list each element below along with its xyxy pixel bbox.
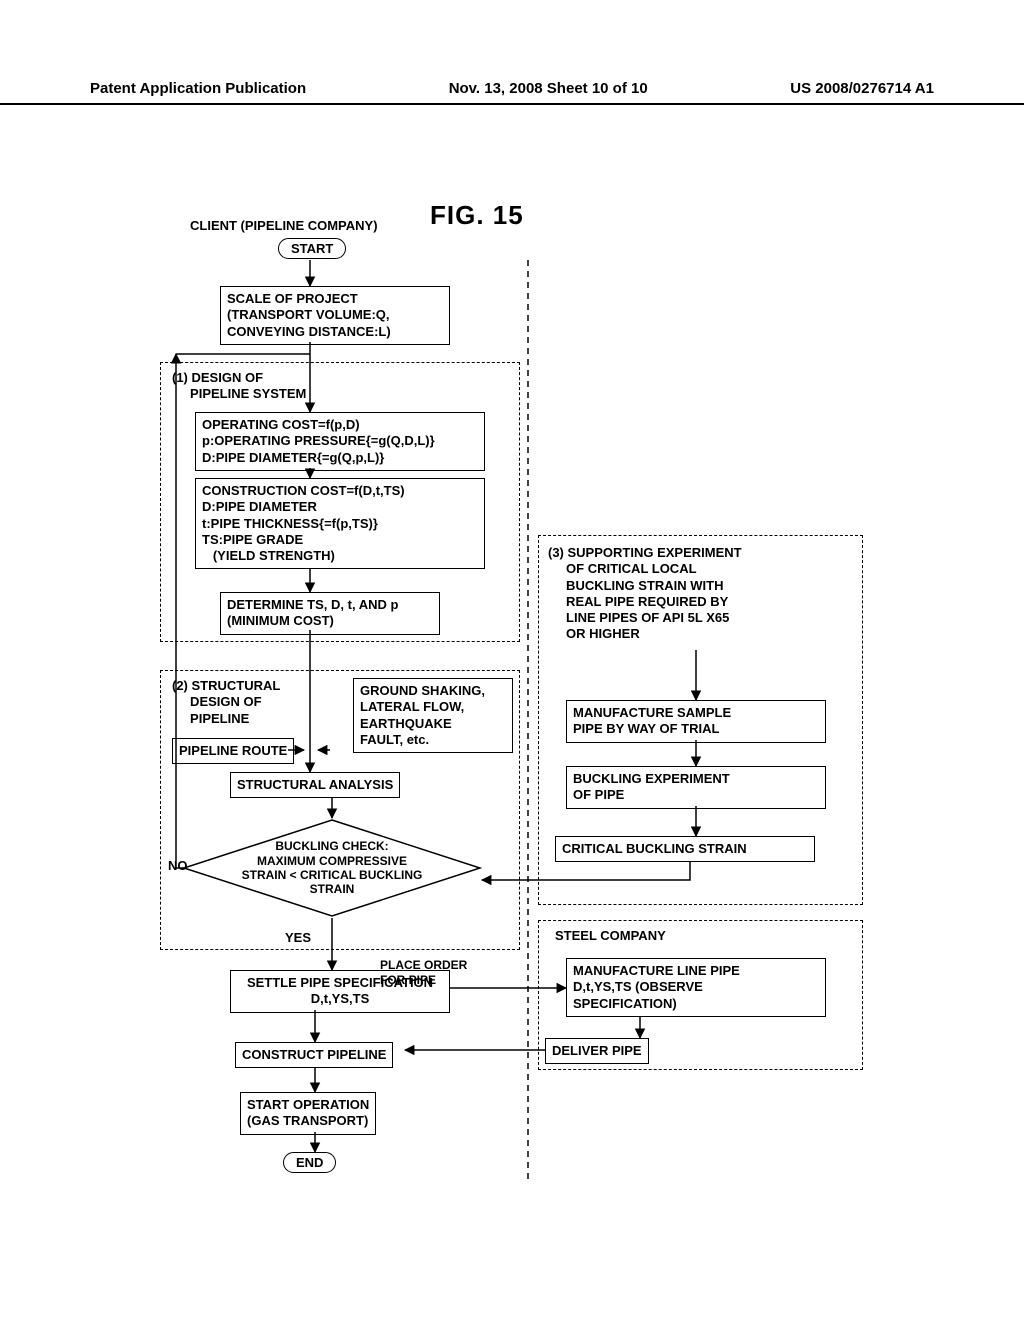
place-order-label: PLACE ORDER FOR PIPE: [380, 958, 467, 988]
buckling-check-decision: BUCKLING CHECK: MAXIMUM COMPRESSIVE STRA…: [182, 818, 482, 918]
section-1-title: (1) DESIGN OF PIPELINE SYSTEM: [172, 370, 306, 403]
pipeline-route-box: PIPELINE ROUTE: [172, 738, 294, 764]
section-2-title: (2) STRUCTURAL DESIGN OF PIPELINE: [172, 678, 280, 727]
critical-strain-box: CRITICAL BUCKLING STRAIN: [555, 836, 815, 862]
section-3-title: (3) SUPPORTING EXPERIMENT OF CRITICAL LO…: [548, 545, 742, 643]
operating-cost-box: OPERATING COST=f(p,D) p:OPERATING PRESSU…: [195, 412, 485, 471]
client-label: CLIENT (PIPELINE COMPANY): [190, 218, 378, 234]
construction-cost-box: CONSTRUCTION COST=f(D,t,TS) D:PIPE DIAME…: [195, 478, 485, 569]
manufacture-line-pipe-box: MANUFACTURE LINE PIPE D,t,YS,TS (OBSERVE…: [566, 958, 826, 1017]
figure-title: FIG. 15: [430, 200, 524, 231]
manufacture-sample-box: MANUFACTURE SAMPLE PIPE BY WAY OF TRIAL: [566, 700, 826, 743]
connectors: [0, 0, 1024, 1320]
header-center: Nov. 13, 2008 Sheet 10 of 10: [449, 80, 648, 97]
determine-box: DETERMINE TS, D, t, AND p (MINIMUM COST): [220, 592, 440, 635]
end-terminator: END: [283, 1152, 336, 1173]
header-right: US 2008/0276714 A1: [790, 80, 934, 97]
header-left: Patent Application Publication: [90, 80, 306, 97]
structural-analysis-box: STRUCTURAL ANALYSIS: [230, 772, 400, 798]
construct-pipeline-box: CONSTRUCT PIPELINE: [235, 1042, 393, 1068]
page-header: Patent Application Publication Nov. 13, …: [0, 80, 1024, 105]
ground-shaking-box: GROUND SHAKING, LATERAL FLOW, EARTHQUAKE…: [353, 678, 513, 753]
deliver-pipe-box: DELIVER PIPE: [545, 1038, 649, 1064]
decision-text: BUCKLING CHECK: MAXIMUM COMPRESSIVE STRA…: [182, 818, 482, 918]
no-label: NO: [168, 858, 188, 874]
scale-of-project-box: SCALE OF PROJECT (TRANSPORT VOLUME:Q, CO…: [220, 286, 450, 345]
steel-company-label: STEEL COMPANY: [555, 928, 666, 944]
yes-label: YES: [285, 930, 311, 946]
start-terminator: START: [278, 238, 346, 259]
start-operation-box: START OPERATION (GAS TRANSPORT): [240, 1092, 376, 1135]
buckling-experiment-box: BUCKLING EXPERIMENT OF PIPE: [566, 766, 826, 809]
